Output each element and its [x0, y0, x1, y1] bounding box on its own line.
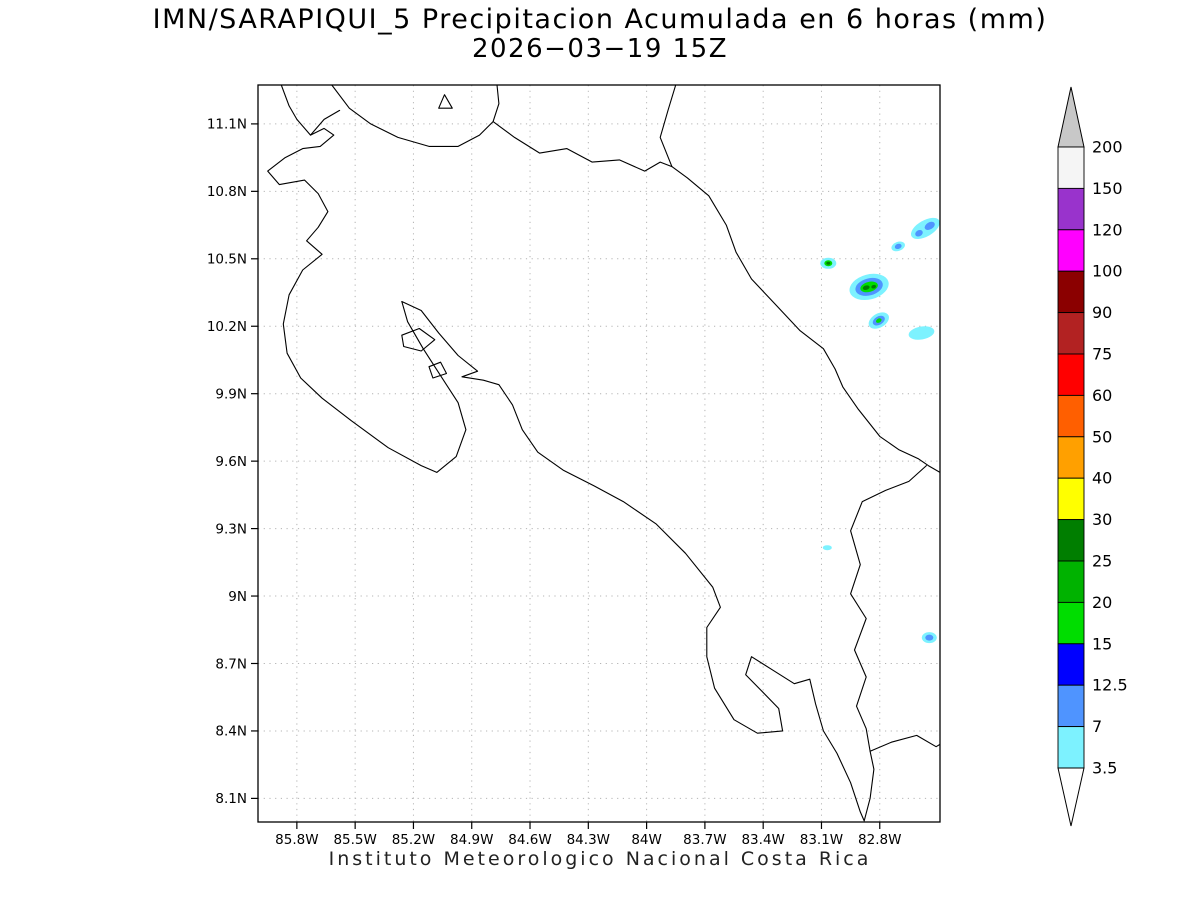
colorbar-label: 3.5: [1092, 759, 1117, 778]
lon-tick-label: 84.6W: [508, 832, 551, 848]
lon-tick-label: 84.3W: [567, 832, 610, 848]
colorbar-segment: [1057, 436, 1085, 479]
colorbar-label: 20: [1092, 593, 1112, 612]
precip-cell-layer: [925, 634, 934, 641]
lon-tick-label: 82.8W: [858, 832, 901, 848]
colorbar-label: 90: [1092, 303, 1112, 322]
lon-tick-label: 83.7W: [683, 832, 726, 848]
precip-cell-layer: [871, 284, 877, 289]
colorbar-label: 25: [1092, 552, 1112, 571]
precip-cell-layer: [924, 221, 935, 230]
colorbar-label: 150: [1092, 179, 1123, 198]
lat-tick-label: 8.4N: [215, 724, 247, 740]
lake-island: [438, 94, 453, 109]
lon-tick-label: 85.2W: [392, 832, 435, 848]
colorbar-segment: [1057, 726, 1085, 769]
precip-cell-layer: [822, 545, 832, 551]
lon-tick-label: 85.5W: [333, 832, 376, 848]
colorbar-label: 100: [1092, 262, 1123, 281]
grid-layer: [258, 85, 940, 822]
cell-south-of-main: [868, 312, 889, 329]
footer-attribution: Instituto Meteorologico Nacional Costa R…: [328, 848, 872, 870]
lon-tick-label: 83.1W: [800, 832, 843, 848]
colorbar-label: 60: [1092, 386, 1112, 405]
colorbar-label: 7: [1092, 717, 1102, 736]
lon-tick-label: 84.9W: [450, 832, 493, 848]
colorbar-segment: [1057, 684, 1085, 728]
lat-tick-label: 11.1N: [207, 117, 247, 133]
colorbar-segment: [1057, 229, 1085, 272]
map-frame: [257, 84, 941, 823]
colorbar-over-arrow: [1057, 86, 1085, 148]
caribbean-coast: [659, 85, 940, 473]
colorbar-under-arrow: [1057, 767, 1085, 827]
colorbar-label: 12.5: [1092, 676, 1128, 695]
lat-tick-label: 10.5N: [207, 252, 247, 268]
lat-tick-label: 10.2N: [207, 319, 247, 335]
colorbar-label: 40: [1092, 469, 1112, 488]
lat-tick-label: 10.8N: [207, 184, 247, 200]
colorbar-segment: [1057, 643, 1085, 686]
colorbar-segment: [1057, 353, 1085, 396]
colorbar-segment: [1057, 146, 1085, 189]
colorbar-label: 50: [1092, 427, 1112, 446]
precipitation-shading-layer: [820, 217, 940, 644]
colorbar-segment: [1057, 312, 1085, 355]
cell-main-intense: [849, 273, 889, 301]
colorbar-label: 200: [1092, 138, 1123, 157]
page-title: IMN/SARAPIQUI_5 Precipitacion Acumulada …: [152, 4, 1048, 35]
cell-se-sea: [921, 632, 937, 644]
precip-cell-layer: [876, 318, 882, 323]
lake-nicaragua-shore: [331, 85, 500, 147]
colorbar-segment: [1057, 187, 1085, 231]
san-juan-river-border: [492, 121, 673, 172]
lat-tick-label: 8.1N: [215, 791, 247, 807]
lon-tick-label: 83.4W: [741, 832, 784, 848]
colorbar-segment: [1057, 601, 1085, 645]
cell-ne-small-blue: [891, 241, 905, 252]
precip-cell-layer: [908, 326, 935, 340]
axis-label-layer: 85.8W 85.5W 85.2W 84.9W 84.6W 84.3W 84W 83.7W 83…: [207, 117, 902, 848]
pacific-coast-main: [267, 85, 940, 822]
coastline-layer: [267, 85, 940, 822]
colorbar-label: 15: [1092, 634, 1112, 653]
lat-tick-label: 8.7N: [215, 656, 247, 672]
lon-tick-label: 85.8W: [275, 832, 318, 848]
cell-speck-talamanca: [822, 545, 832, 551]
colorbar-segment: [1057, 270, 1085, 314]
lon-tick-label: 84W: [631, 832, 662, 848]
cell-cyan-east: [908, 326, 935, 340]
cr-panama-border: [850, 465, 927, 752]
lat-tick-label: 9.6N: [215, 454, 247, 470]
cell-green-west: [820, 257, 837, 269]
colorbar-segment: [1057, 519, 1085, 562]
lat-tick-label: 9.3N: [215, 521, 247, 537]
precip-cell-layer: [862, 285, 870, 290]
nicaragua-border-west: [309, 109, 341, 136]
lat-tick-label: 9N: [228, 589, 247, 605]
cell-ne-top: [910, 217, 940, 239]
colorbar-label: 30: [1092, 510, 1112, 529]
lat-tick-label: 9.9N: [215, 386, 247, 402]
isla-chira: [401, 327, 436, 352]
precip-cell-layer: [826, 261, 831, 265]
axis-tick-layer: [251, 123, 881, 829]
colorbar-segment: [1057, 477, 1085, 521]
page-subtitle-datetime: 2026−03−19 15Z: [471, 34, 729, 64]
precip-cell-layer: [894, 243, 902, 250]
colorbar: 200 150 120 100 90 75 60 50 40 30 25 20 15 12.5 7 3.5: [1057, 86, 1128, 827]
colorbar-segment: [1057, 560, 1085, 603]
colorbar-label: 120: [1092, 220, 1123, 239]
precip-cell-layer: [915, 229, 923, 237]
colorbar-label: 75: [1092, 345, 1112, 364]
colorbar-segment: [1057, 394, 1085, 438]
isla-venado: [428, 361, 448, 379]
